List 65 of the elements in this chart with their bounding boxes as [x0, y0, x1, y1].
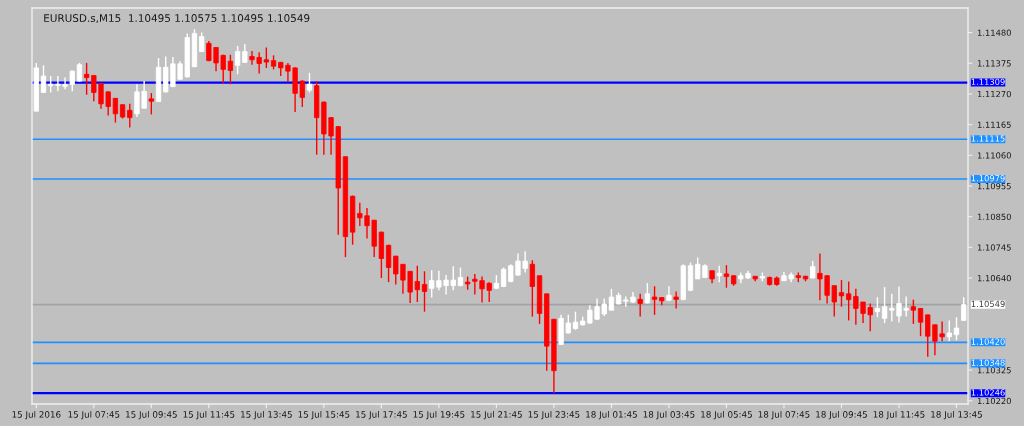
ref-line-label: 1.10549 — [971, 300, 1005, 308]
candlestick — [306, 72, 313, 94]
x-tick-label: 18 Jul 05:45 — [701, 410, 752, 420]
x-tick-label: 18 Jul 01:45 — [586, 410, 637, 420]
x-tick-label: 15 Jul 17:45 — [356, 410, 407, 420]
candlestick — [673, 290, 679, 310]
x-tick-label: 18 Jul 13:45 — [931, 410, 982, 420]
ref-line-label: 1.11115 — [971, 135, 1005, 142]
ref-line-label: 1.10420 — [971, 338, 1005, 345]
y-tick-label: 1.10325 — [977, 367, 1011, 374]
x-tick-label: 15 Jul 09:45 — [126, 410, 177, 420]
candlestick — [917, 307, 924, 337]
y-tick-label: 1.11060 — [977, 152, 1011, 159]
x-tick-label: 15 Jul 19:45 — [413, 410, 465, 420]
candlestick — [953, 316, 960, 341]
candlestick — [838, 279, 845, 308]
candlestick — [608, 288, 615, 311]
ref-line-label: 1.10979 — [971, 175, 1005, 182]
candlestick — [199, 31, 205, 53]
y-tick-label: 1.11270 — [977, 90, 1011, 98]
candlestick — [227, 54, 234, 85]
candlestick — [112, 97, 119, 124]
candlestick — [127, 103, 133, 129]
candlestick — [946, 319, 952, 342]
candlestick — [666, 285, 672, 302]
y-tick-label: 1.11480 — [977, 29, 1011, 36]
y-tick-label: 1.11165 — [977, 121, 1011, 128]
x-tick-label: 18 Jul 11:45 — [873, 410, 925, 420]
candlestick — [421, 270, 428, 313]
ref-line-label: 1.10348 — [971, 359, 1005, 366]
x-tick-label: 18 Jul 03:45 — [643, 410, 695, 420]
candlestick — [242, 43, 248, 64]
candlestick — [385, 244, 392, 283]
candlestick — [76, 62, 83, 83]
x-tick-label: 15 Jul 2016 — [12, 410, 61, 420]
candlestick — [961, 296, 967, 322]
y-tick-label: 1.10850 — [977, 213, 1011, 220]
x-tick-label: 15 Jul 21:45 — [471, 410, 522, 420]
y-tick-label: 1.10745 — [977, 244, 1011, 251]
x-tick-label: 15 Jul 13:45 — [241, 410, 292, 420]
candlestick — [637, 293, 643, 318]
text: EURUSD.s,M15 1.10495 1.10575 1.10495 1.10549 — [44, 14, 310, 24]
candlestick — [874, 296, 881, 318]
candlestick — [572, 310, 579, 331]
x-tick-label: 15 Jul 07:45 — [68, 410, 120, 420]
candlestick — [651, 285, 658, 316]
candlestick — [910, 298, 917, 325]
ref-line-label: 1.11309 — [971, 78, 1005, 85]
candlestick — [644, 282, 651, 305]
candlestick — [881, 286, 888, 324]
candlestick — [234, 45, 241, 76]
y-tick-label: 1.10640 — [977, 275, 1011, 282]
x-tick-label: 15 Jul 15:45 — [298, 410, 350, 420]
x-tick-label: 15 Jul 23:45 — [528, 410, 580, 420]
candlestick — [723, 264, 730, 289]
x-tick-label: 18 Jul 09:45 — [816, 410, 867, 420]
candlestick — [40, 64, 47, 94]
candlestick — [529, 259, 535, 318]
x-tick-label: 18 Jul 07:45 — [758, 410, 810, 420]
y-tick-label: 1.11375 — [977, 60, 1011, 67]
y-tick-label: 1.10955 — [977, 182, 1011, 190]
candlestick — [148, 92, 154, 116]
ref-line-label: 1.10246 — [971, 389, 1005, 396]
x-tick-label: 15 Jul 11:45 — [183, 410, 235, 420]
y-tick-label: 1.10220 — [977, 397, 1011, 405]
